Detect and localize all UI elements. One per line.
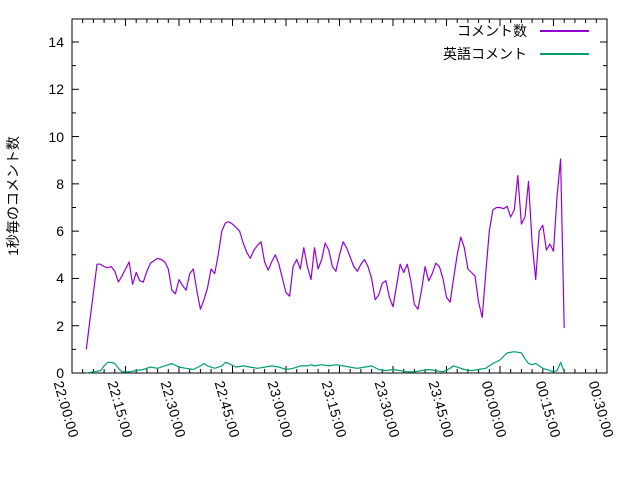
y-tick-label: 8	[56, 175, 64, 192]
legend-entry-comments: コメント数	[443, 19, 589, 42]
y-tick-label: 14	[48, 34, 64, 50]
legend-line-english-comments	[540, 52, 589, 55]
series-line-0	[85, 158, 565, 350]
series-line-1	[86, 351, 565, 374]
y-tick-label: 10	[48, 128, 64, 145]
legend-label-comments: コメント数	[457, 22, 527, 39]
legend: コメント数 英語コメント	[443, 19, 589, 65]
y-tick-label: 6	[56, 223, 64, 240]
y-tick-label: 4	[56, 270, 64, 287]
y-axis-label: 1秒毎のコメント数	[5, 136, 21, 256]
legend-line-comments	[540, 29, 589, 32]
y-tick-label: 12	[48, 81, 64, 98]
y-tick-label: 2	[56, 317, 64, 334]
legend-entry-english-comments: 英語コメント	[443, 42, 589, 65]
legend-label-english-comments: 英語コメント	[443, 45, 527, 62]
y-tick-label: 0	[56, 365, 64, 381]
